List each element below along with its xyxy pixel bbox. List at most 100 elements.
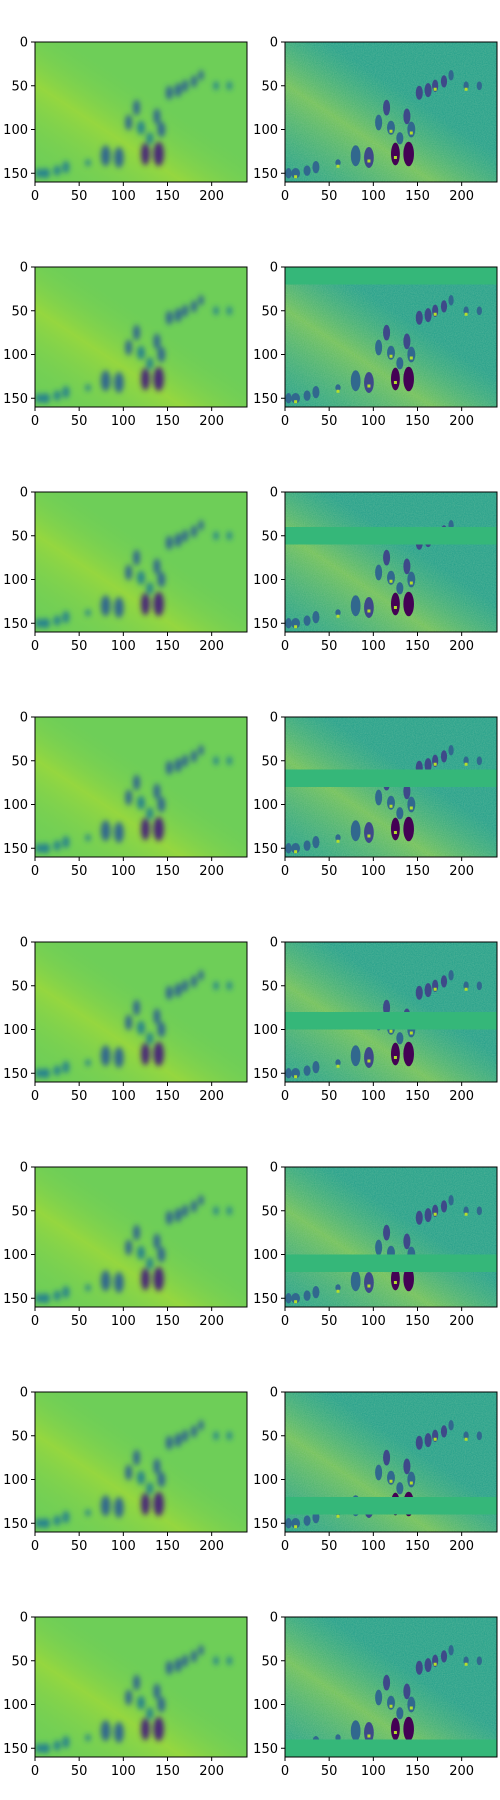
y-tick-label: 50 [11, 79, 28, 94]
heatmap-feature [291, 843, 301, 854]
x-tick-label: 100 [361, 639, 386, 654]
heatmap-feature [174, 758, 182, 773]
x-tick-label: 200 [199, 864, 224, 879]
axes-frame [34, 1616, 248, 1758]
heatmap-feature [335, 1059, 341, 1067]
heatmap-feature [114, 372, 124, 393]
heatmap-feature [375, 564, 383, 581]
y-tick-label: 0 [270, 486, 278, 501]
x-tick-label: 50 [321, 414, 338, 429]
heatmap-feature [146, 1032, 154, 1045]
y-tick-label: 150 [3, 392, 28, 407]
y-tick-label: 100 [253, 348, 278, 363]
heatmap-feature [364, 372, 374, 393]
heatmap-feature [448, 1195, 454, 1206]
heatmap-highlight [393, 381, 397, 384]
heatmap-feature [364, 822, 374, 843]
x-tick-label: 150 [405, 1314, 430, 1329]
heatmap-feature [157, 571, 166, 588]
y-tick-label: 0 [270, 711, 278, 726]
heatmap-highlight [464, 762, 468, 766]
x-tick-label: 100 [111, 1089, 136, 1104]
heatmap-feature [198, 295, 204, 306]
heatmap-feature [125, 1239, 133, 1256]
heatmap-feature [157, 121, 166, 138]
x-tick-label: 200 [449, 864, 474, 879]
heatmap-feature [335, 384, 341, 392]
heatmap-feature [403, 108, 411, 125]
heatmap-feature [114, 147, 124, 168]
x-tick-label: 50 [321, 1314, 338, 1329]
heatmap-feature [157, 796, 166, 813]
x-tick-label: 50 [321, 189, 338, 204]
heatmap-highlight [294, 850, 298, 854]
x-tick-label: 150 [155, 1314, 180, 1329]
heatmap-highlight [393, 606, 397, 609]
x-tick-label: 150 [155, 1539, 180, 1554]
heatmap-feature [85, 1509, 91, 1517]
heatmap-feature [35, 618, 42, 629]
heatmap-feature [375, 789, 383, 806]
y-tick-label: 100 [3, 123, 28, 138]
heatmap-feature [312, 836, 320, 849]
axes-frame [34, 1166, 248, 1308]
x-tick-label: 50 [71, 1314, 88, 1329]
heatmap-feature [35, 843, 42, 854]
heatmap-feature [62, 1511, 70, 1524]
y-tick-label: 0 [20, 486, 28, 501]
heatmap-feature [407, 1471, 416, 1488]
panel-r6-c2: 0 50 100 150 200 0 50 100 150 [253, 1161, 498, 1329]
x-tick-label: 150 [155, 1764, 180, 1779]
heatmap-highlight [389, 354, 393, 358]
heatmap-feature [383, 1449, 391, 1466]
heatmap-feature [114, 1272, 124, 1293]
heatmap-highlight [367, 159, 371, 163]
heatmap-feature [403, 1458, 411, 1475]
heatmap-texture [285, 1617, 497, 1757]
heatmap-feature [213, 1431, 219, 1441]
panel-r4-c1: 0 50 100 150 200 0 50 100 150 [3, 711, 248, 879]
heatmap-feature [440, 975, 448, 988]
heatmap-feature [291, 1293, 301, 1304]
y-tick-label: 150 [3, 617, 28, 632]
heatmap-feature [440, 300, 448, 313]
heatmap-feature [335, 834, 341, 842]
heatmap-feature [153, 1491, 164, 1517]
heatmap-feature [153, 333, 161, 350]
heatmap-feature [448, 970, 454, 981]
heatmap-feature [137, 120, 145, 135]
heatmap-feature [303, 1065, 311, 1076]
heatmap-feature [213, 1656, 219, 1666]
heatmap-feature [403, 1716, 414, 1742]
x-tick-label: 150 [155, 1089, 180, 1104]
heatmap-feature [364, 597, 374, 618]
heatmap-texture [285, 492, 497, 632]
y-tick-label: 150 [3, 1067, 28, 1082]
heatmap-highlight [294, 625, 298, 629]
heatmap-highlight [393, 831, 397, 834]
heatmap-feature [141, 1042, 150, 1066]
heatmap-feature [41, 393, 51, 404]
heatmap-highlight [433, 1437, 437, 1441]
heatmap-feature [387, 795, 395, 810]
heatmap-feature [350, 820, 361, 842]
y-tick-label: 50 [261, 304, 278, 319]
heatmap-feature [303, 165, 311, 176]
heatmap-highlight [464, 1437, 468, 1441]
y-tick-label: 50 [261, 1654, 278, 1669]
heatmap-feature [383, 999, 391, 1016]
heatmap-feature [53, 1740, 61, 1751]
heatmap-diagonal-band [35, 942, 247, 1082]
heatmap-highlight [336, 1064, 340, 1068]
x-tick-label: 100 [361, 1764, 386, 1779]
heatmap-highlight [464, 1662, 468, 1666]
y-tick-label: 50 [11, 1204, 28, 1219]
axes-frame [284, 1391, 498, 1533]
heatmap-feature [350, 1045, 361, 1067]
heatmap-feature [291, 1068, 301, 1079]
heatmap-feature [350, 1720, 361, 1742]
x-tick-label: 200 [449, 189, 474, 204]
heatmap-highlight [409, 581, 413, 585]
heatmap-feature [146, 132, 154, 145]
heatmap-feature [153, 1716, 164, 1742]
